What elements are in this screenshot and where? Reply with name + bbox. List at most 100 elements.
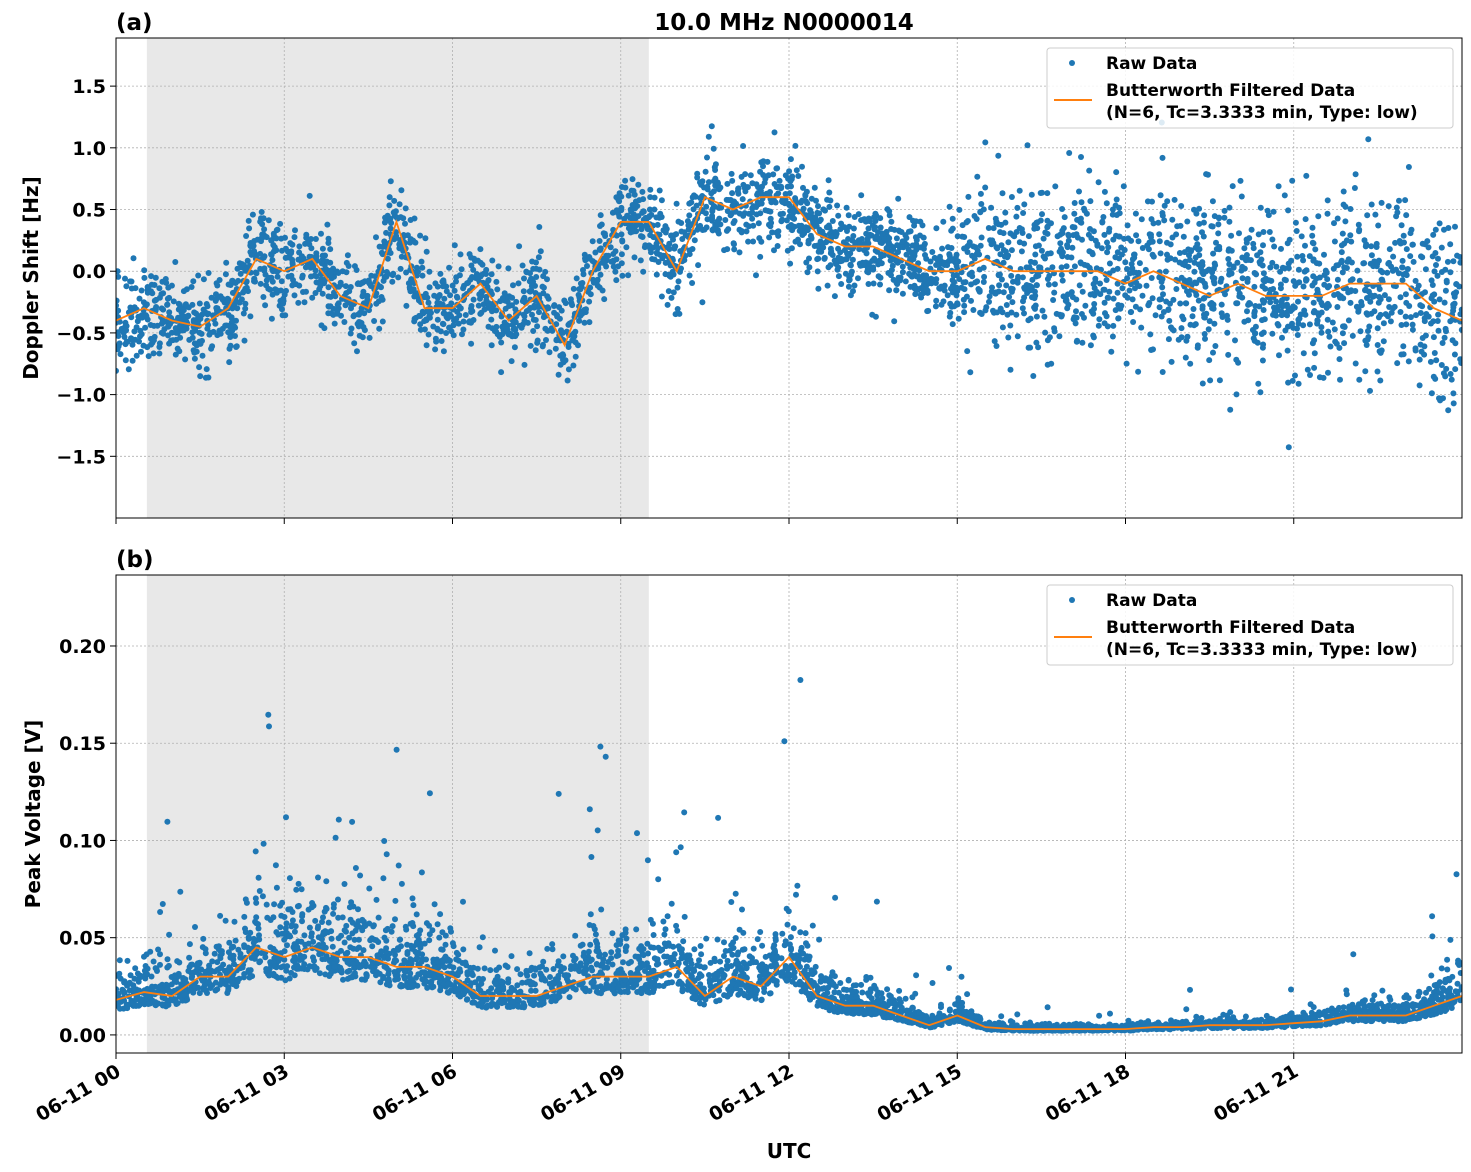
raw-data-point bbox=[1422, 266, 1429, 273]
raw-data-point bbox=[576, 317, 583, 324]
raw-data-point bbox=[1206, 357, 1213, 364]
raw-data-point bbox=[308, 273, 314, 280]
raw-data-point bbox=[982, 307, 989, 314]
raw-data-point bbox=[627, 206, 634, 213]
raw-data-point bbox=[182, 356, 189, 363]
raw-data-point bbox=[325, 235, 332, 242]
raw-data-point bbox=[1071, 263, 1078, 270]
raw-data-point bbox=[933, 225, 940, 232]
raw-data-point bbox=[1186, 291, 1192, 298]
raw-data-point bbox=[1323, 269, 1330, 276]
raw-data-point bbox=[693, 202, 700, 209]
raw-data-point bbox=[1438, 244, 1445, 251]
y-tick-label: 0.00 bbox=[59, 1025, 106, 1047]
raw-data-point bbox=[1413, 312, 1419, 319]
raw-data-point bbox=[527, 342, 534, 349]
raw-data-point bbox=[1403, 299, 1410, 306]
raw-data-point bbox=[258, 209, 265, 215]
raw-data-point bbox=[512, 306, 519, 313]
raw-data-point bbox=[1058, 245, 1064, 252]
raw-data-point bbox=[691, 237, 698, 244]
raw-data-point bbox=[319, 919, 325, 925]
raw-data-point bbox=[1156, 231, 1163, 238]
raw-data-point bbox=[998, 242, 1005, 249]
raw-data-point bbox=[260, 840, 267, 847]
raw-data-point bbox=[1405, 995, 1412, 1002]
raw-data-point bbox=[1270, 208, 1277, 215]
raw-data-point bbox=[1250, 240, 1257, 247]
raw-data-point bbox=[457, 251, 464, 258]
raw-data-point bbox=[981, 273, 988, 280]
legend-label-filtered-params: (N=6, Tc=3.3333 min, Type: low) bbox=[1106, 103, 1418, 123]
raw-data-point bbox=[1119, 285, 1126, 292]
raw-data-point bbox=[753, 181, 760, 188]
raw-data-point bbox=[1277, 268, 1284, 275]
raw-data-point bbox=[1090, 334, 1097, 341]
raw-data-point bbox=[654, 221, 661, 228]
raw-data-point bbox=[651, 206, 658, 213]
raw-data-point bbox=[629, 176, 636, 183]
raw-data-point bbox=[1339, 269, 1346, 276]
raw-data-point bbox=[136, 295, 143, 302]
raw-data-point bbox=[1315, 213, 1322, 220]
raw-data-point bbox=[1044, 361, 1051, 368]
raw-data-point bbox=[356, 332, 363, 339]
raw-data-point bbox=[1225, 351, 1232, 358]
raw-data-point bbox=[907, 255, 914, 262]
raw-data-point bbox=[1380, 320, 1387, 327]
raw-data-point bbox=[1190, 306, 1197, 312]
raw-data-point bbox=[392, 916, 398, 923]
raw-data-point bbox=[129, 341, 136, 348]
raw-data-point bbox=[453, 278, 459, 285]
raw-data-point bbox=[1087, 198, 1094, 205]
raw-data-point bbox=[1156, 274, 1163, 281]
raw-data-point bbox=[835, 245, 842, 252]
raw-data-point bbox=[379, 251, 386, 258]
raw-data-point bbox=[327, 269, 334, 276]
raw-data-point bbox=[849, 256, 856, 263]
raw-data-point bbox=[847, 262, 854, 269]
raw-data-point bbox=[799, 163, 805, 170]
y-tick-label: 0.10 bbox=[59, 830, 106, 852]
raw-data-point bbox=[1342, 203, 1349, 210]
raw-data-point bbox=[832, 229, 839, 235]
raw-data-point bbox=[417, 321, 424, 328]
x-tick-label: 06-11 15 bbox=[873, 1060, 965, 1126]
raw-data-point bbox=[820, 244, 827, 251]
panel-label-a: (a) bbox=[116, 10, 153, 36]
raw-data-point bbox=[555, 371, 562, 378]
raw-data-point bbox=[586, 298, 593, 305]
raw-data-point bbox=[319, 290, 326, 297]
raw-data-point bbox=[196, 329, 203, 336]
raw-data-point bbox=[566, 320, 573, 327]
raw-data-point bbox=[813, 197, 819, 204]
raw-data-point bbox=[618, 207, 625, 214]
raw-data-point bbox=[1182, 300, 1189, 307]
raw-data-point bbox=[978, 201, 985, 207]
raw-data-point bbox=[409, 279, 416, 286]
raw-data-point bbox=[1342, 218, 1349, 225]
raw-data-point bbox=[1271, 243, 1278, 250]
raw-data-point bbox=[884, 206, 891, 213]
raw-data-point bbox=[865, 225, 872, 232]
raw-data-point bbox=[597, 212, 604, 219]
raw-data-point bbox=[1275, 183, 1282, 190]
raw-data-point bbox=[1081, 271, 1088, 278]
raw-data-point bbox=[995, 152, 1002, 159]
raw-data-point bbox=[1314, 286, 1321, 293]
raw-data-point bbox=[361, 327, 368, 334]
raw-data-point bbox=[1087, 291, 1094, 298]
raw-data-point bbox=[1296, 279, 1303, 286]
raw-data-point bbox=[709, 206, 716, 213]
raw-data-point bbox=[835, 273, 842, 280]
raw-data-point bbox=[295, 256, 302, 263]
raw-data-point bbox=[828, 234, 835, 241]
raw-data-point bbox=[1258, 331, 1265, 337]
raw-data-point bbox=[561, 297, 568, 304]
raw-data-point bbox=[838, 220, 845, 227]
raw-data-point bbox=[498, 339, 505, 346]
raw-data-point bbox=[1458, 326, 1462, 333]
raw-data-point bbox=[864, 266, 871, 273]
raw-data-point bbox=[625, 272, 632, 279]
raw-data-point bbox=[1218, 301, 1225, 308]
